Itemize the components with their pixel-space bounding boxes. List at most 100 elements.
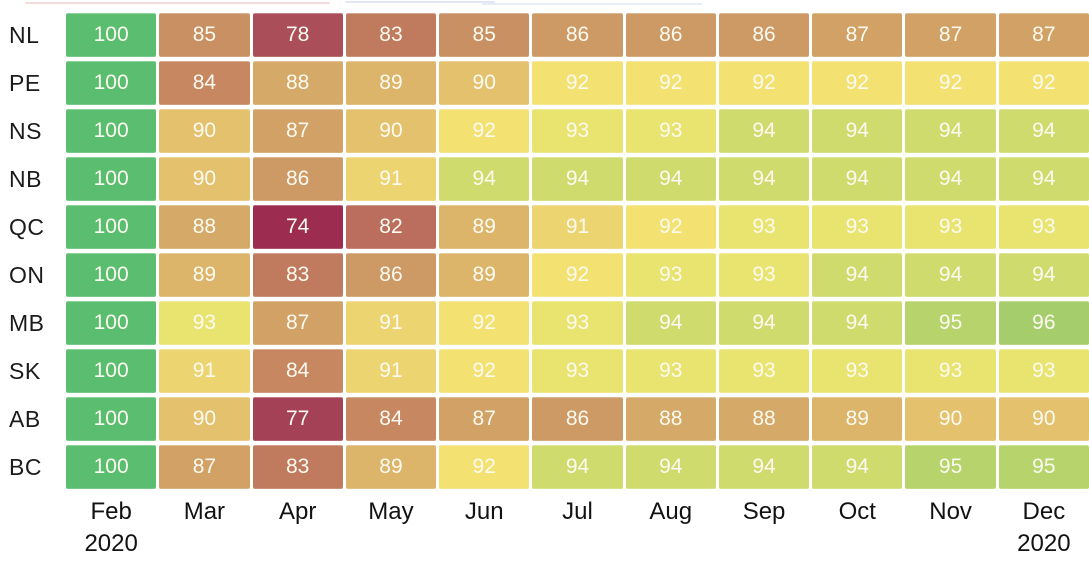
heatmap-cell-MB-Jul[interactable]: 93 [532,301,623,345]
heatmap-cell-ON-May[interactable]: 86 [345,253,437,297]
heatmap-cell-NB-Dec[interactable]: 94 [998,157,1089,201]
heatmap-cell-SK-Jul[interactable]: 93 [532,349,623,393]
heatmap-cell-BC-Feb[interactable]: 100 [66,445,157,489]
heatmap-cell-QC-Feb[interactable]: 100 [66,205,157,249]
heatmap-cell-AB-Mar[interactable]: 90 [159,397,250,441]
heatmap-cell-PE-Nov[interactable]: 92 [905,61,996,105]
heatmap-cell-QC-Nov[interactable]: 93 [905,205,996,249]
heatmap-cell-NB-Feb[interactable]: 100 [66,157,157,201]
heatmap-cell-PE-Jul[interactable]: 92 [532,61,623,105]
heatmap-cell-MB-May[interactable]: 91 [345,301,437,345]
heatmap-cell-NB-May[interactable]: 91 [345,157,437,201]
heatmap-cell-PE-Oct[interactable]: 92 [812,61,903,105]
heatmap-cell-NL-Jun[interactable]: 85 [439,13,530,57]
heatmap-cell-ON-Feb[interactable]: 100 [66,253,157,297]
heatmap-cell-QC-Mar[interactable]: 88 [159,205,250,249]
heatmap-cell-NL-Apr[interactable]: 78 [252,13,343,57]
heatmap-cell-NL-May[interactable]: 83 [345,13,437,57]
heatmap-cell-MB-Nov[interactable]: 95 [905,301,996,345]
heatmap-cell-AB-Aug[interactable]: 88 [625,397,716,441]
heatmap-cell-NS-Jul[interactable]: 93 [532,109,623,153]
heatmap-cell-ON-Mar[interactable]: 89 [159,253,250,297]
heatmap-cell-MB-Sep[interactable]: 94 [718,301,810,345]
heatmap-cell-NS-Mar[interactable]: 90 [159,109,250,153]
heatmap-cell-MB-Apr[interactable]: 87 [252,301,343,345]
heatmap-cell-QC-Jun[interactable]: 89 [439,205,530,249]
heatmap-cell-NB-Jun[interactable]: 94 [439,157,530,201]
heatmap-cell-MB-Aug[interactable]: 94 [625,301,716,345]
heatmap-cell-BC-Jul[interactable]: 94 [532,445,623,489]
heatmap-cell-NB-Oct[interactable]: 94 [812,157,903,201]
heatmap-cell-BC-May[interactable]: 89 [345,445,437,489]
heatmap-cell-SK-Dec[interactable]: 93 [998,349,1089,393]
heatmap-cell-AB-Jul[interactable]: 86 [532,397,623,441]
heatmap-cell-QC-Aug[interactable]: 92 [625,205,716,249]
heatmap-cell-NL-Sep[interactable]: 86 [718,13,810,57]
heatmap-cell-NS-Apr[interactable]: 87 [252,109,343,153]
heatmap-cell-ON-Oct[interactable]: 94 [812,253,903,297]
heatmap-cell-PE-Apr[interactable]: 88 [252,61,343,105]
heatmap-cell-QC-Apr[interactable]: 74 [252,205,343,249]
heatmap-cell-NS-Feb[interactable]: 100 [66,109,157,153]
heatmap-cell-AB-Dec[interactable]: 90 [998,397,1089,441]
heatmap-cell-PE-Feb[interactable]: 100 [66,61,157,105]
heatmap-cell-NL-Feb[interactable]: 100 [66,13,157,57]
heatmap-cell-ON-Nov[interactable]: 94 [905,253,996,297]
heatmap-cell-AB-Oct[interactable]: 89 [812,397,903,441]
heatmap-cell-SK-Feb[interactable]: 100 [66,349,157,393]
heatmap-cell-BC-Nov[interactable]: 95 [905,445,996,489]
heatmap-cell-QC-Oct[interactable]: 93 [812,205,903,249]
heatmap-cell-PE-Jun[interactable]: 90 [439,61,530,105]
heatmap-cell-NL-Jul[interactable]: 86 [532,13,623,57]
heatmap-cell-NL-Oct[interactable]: 87 [812,13,903,57]
heatmap-cell-SK-Oct[interactable]: 93 [812,349,903,393]
heatmap-cell-SK-May[interactable]: 91 [345,349,437,393]
heatmap-cell-NL-Nov[interactable]: 87 [905,13,996,57]
heatmap-cell-QC-May[interactable]: 82 [345,205,437,249]
heatmap-cell-SK-Sep[interactable]: 93 [718,349,810,393]
heatmap-cell-PE-Mar[interactable]: 84 [159,61,250,105]
heatmap-cell-PE-Dec[interactable]: 92 [998,61,1089,105]
heatmap-cell-NB-Jul[interactable]: 94 [532,157,623,201]
heatmap-cell-SK-Mar[interactable]: 91 [159,349,250,393]
heatmap-cell-BC-Sep[interactable]: 94 [718,445,810,489]
heatmap-cell-MB-Dec[interactable]: 96 [998,301,1089,345]
heatmap-cell-ON-Jul[interactable]: 92 [532,253,623,297]
heatmap-cell-BC-Aug[interactable]: 94 [625,445,716,489]
heatmap-cell-NB-Nov[interactable]: 94 [905,157,996,201]
heatmap-cell-BC-Dec[interactable]: 95 [998,445,1089,489]
heatmap-cell-NB-Sep[interactable]: 94 [718,157,810,201]
heatmap-cell-MB-Mar[interactable]: 93 [159,301,250,345]
heatmap-cell-SK-Jun[interactable]: 92 [439,349,530,393]
heatmap-cell-NS-May[interactable]: 90 [345,109,437,153]
heatmap-cell-NS-Dec[interactable]: 94 [998,109,1089,153]
heatmap-cell-NL-Aug[interactable]: 86 [625,13,716,57]
heatmap-cell-NS-Nov[interactable]: 94 [905,109,996,153]
heatmap-cell-NS-Jun[interactable]: 92 [439,109,530,153]
heatmap-cell-ON-Aug[interactable]: 93 [625,253,716,297]
heatmap-cell-QC-Sep[interactable]: 93 [718,205,810,249]
heatmap-cell-SK-Aug[interactable]: 93 [625,349,716,393]
heatmap-cell-ON-Sep[interactable]: 93 [718,253,810,297]
heatmap-cell-AB-Jun[interactable]: 87 [439,397,530,441]
heatmap-cell-NS-Aug[interactable]: 93 [625,109,716,153]
heatmap-cell-ON-Dec[interactable]: 94 [998,253,1089,297]
heatmap-cell-NS-Oct[interactable]: 94 [812,109,903,153]
heatmap-cell-MB-Jun[interactable]: 92 [439,301,530,345]
heatmap-cell-NL-Mar[interactable]: 85 [159,13,250,57]
heatmap-cell-AB-May[interactable]: 84 [345,397,437,441]
heatmap-cell-NS-Sep[interactable]: 94 [718,109,810,153]
heatmap-cell-AB-Feb[interactable]: 100 [66,397,157,441]
heatmap-cell-SK-Nov[interactable]: 93 [905,349,996,393]
heatmap-cell-NB-Aug[interactable]: 94 [625,157,716,201]
heatmap-cell-AB-Nov[interactable]: 90 [905,397,996,441]
heatmap-cell-NB-Mar[interactable]: 90 [159,157,250,201]
heatmap-cell-ON-Jun[interactable]: 89 [439,253,530,297]
heatmap-cell-BC-Jun[interactable]: 92 [439,445,530,489]
heatmap-cell-SK-Apr[interactable]: 84 [252,349,343,393]
heatmap-cell-PE-Sep[interactable]: 92 [718,61,810,105]
heatmap-cell-BC-Apr[interactable]: 83 [252,445,343,489]
heatmap-cell-PE-Aug[interactable]: 92 [625,61,716,105]
heatmap-cell-MB-Oct[interactable]: 94 [812,301,903,345]
heatmap-cell-AB-Apr[interactable]: 77 [252,397,343,441]
